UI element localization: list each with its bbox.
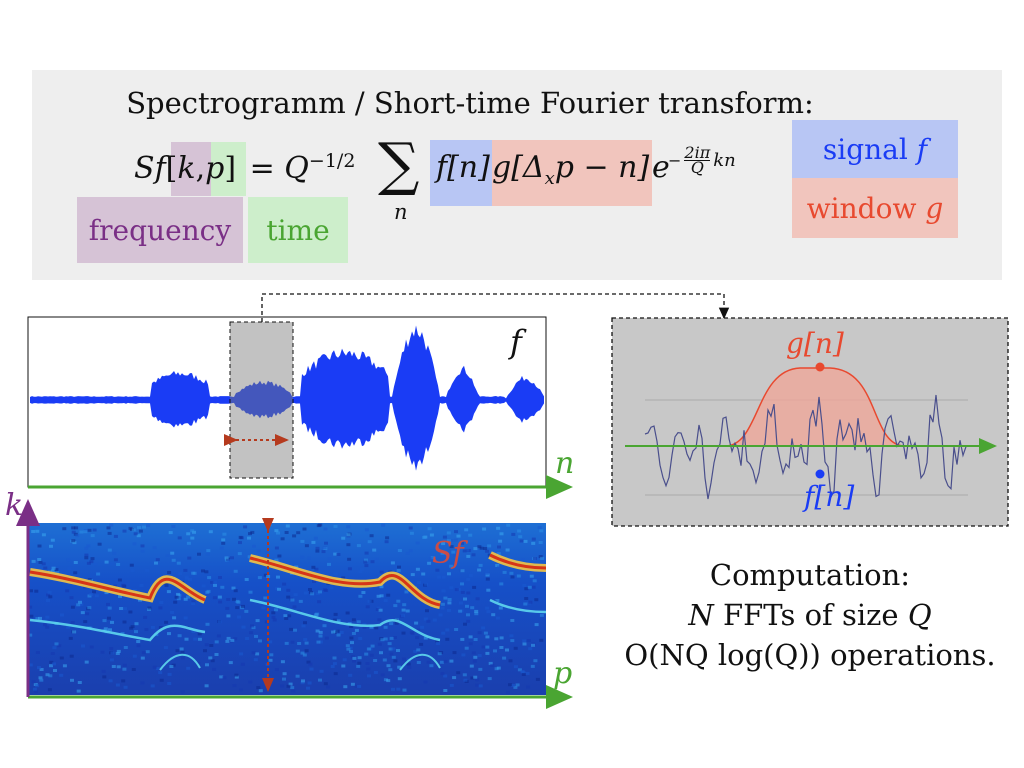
time-tag: time bbox=[248, 197, 348, 263]
signal-var: f bbox=[916, 132, 928, 166]
window-term: g[Δxp − n] bbox=[492, 150, 650, 189]
signal-label: signal bbox=[822, 132, 908, 166]
signal-waveform bbox=[30, 325, 544, 471]
window-label: window bbox=[806, 191, 917, 225]
computation-complexity: O(NQ log(Q)) operations. bbox=[624, 638, 996, 672]
signal-highlight bbox=[430, 140, 492, 206]
signal-tag: signal f bbox=[792, 120, 958, 178]
signal-f-label: f bbox=[510, 323, 522, 361]
zoom-panel bbox=[611, 317, 1009, 527]
k-axis-label: k bbox=[5, 488, 24, 523]
time-label: time bbox=[266, 213, 330, 247]
computation-fft-line: N FFTs of size Q bbox=[688, 598, 932, 632]
time-highlight bbox=[211, 142, 246, 196]
exponent: − 2iπ Q kn bbox=[668, 143, 736, 177]
computation-title: Computation: bbox=[709, 558, 911, 592]
sum-index: n bbox=[394, 200, 408, 224]
n-axis-label: n bbox=[555, 446, 575, 481]
frequency-label: frequency bbox=[88, 213, 232, 247]
zoom-connector bbox=[261, 293, 730, 322]
spectrogram-plot bbox=[15, 499, 573, 709]
sf-label: Sf bbox=[432, 536, 464, 571]
p-axis-label: p bbox=[553, 656, 573, 691]
f-n-label: f[n] bbox=[804, 480, 855, 513]
signal-plot bbox=[27, 316, 573, 499]
formula-title: Spectrogramm / Short-time Fourier transf… bbox=[126, 86, 814, 120]
window-highlight bbox=[492, 140, 652, 206]
g-point bbox=[815, 362, 825, 372]
window-var: g bbox=[925, 191, 944, 225]
exponential-term: e bbox=[652, 150, 670, 185]
zoomed-signal bbox=[644, 394, 967, 500]
computation-text: Computation: N FFTs of size Q O(NQ log(Q… bbox=[600, 555, 1020, 675]
freq-highlight bbox=[171, 142, 211, 196]
formula-lhs: Sf[k,p] = Q−1/2 bbox=[134, 150, 356, 186]
f-point bbox=[815, 469, 825, 479]
window-tag: window g bbox=[792, 178, 958, 238]
window-curve bbox=[724, 367, 906, 447]
signal-term: f[n] bbox=[436, 150, 490, 185]
window-selection bbox=[229, 321, 294, 479]
sum-symbol: ∑ bbox=[378, 130, 420, 198]
g-n-label: g[n] bbox=[786, 327, 844, 360]
frequency-tag: frequency bbox=[77, 197, 243, 263]
